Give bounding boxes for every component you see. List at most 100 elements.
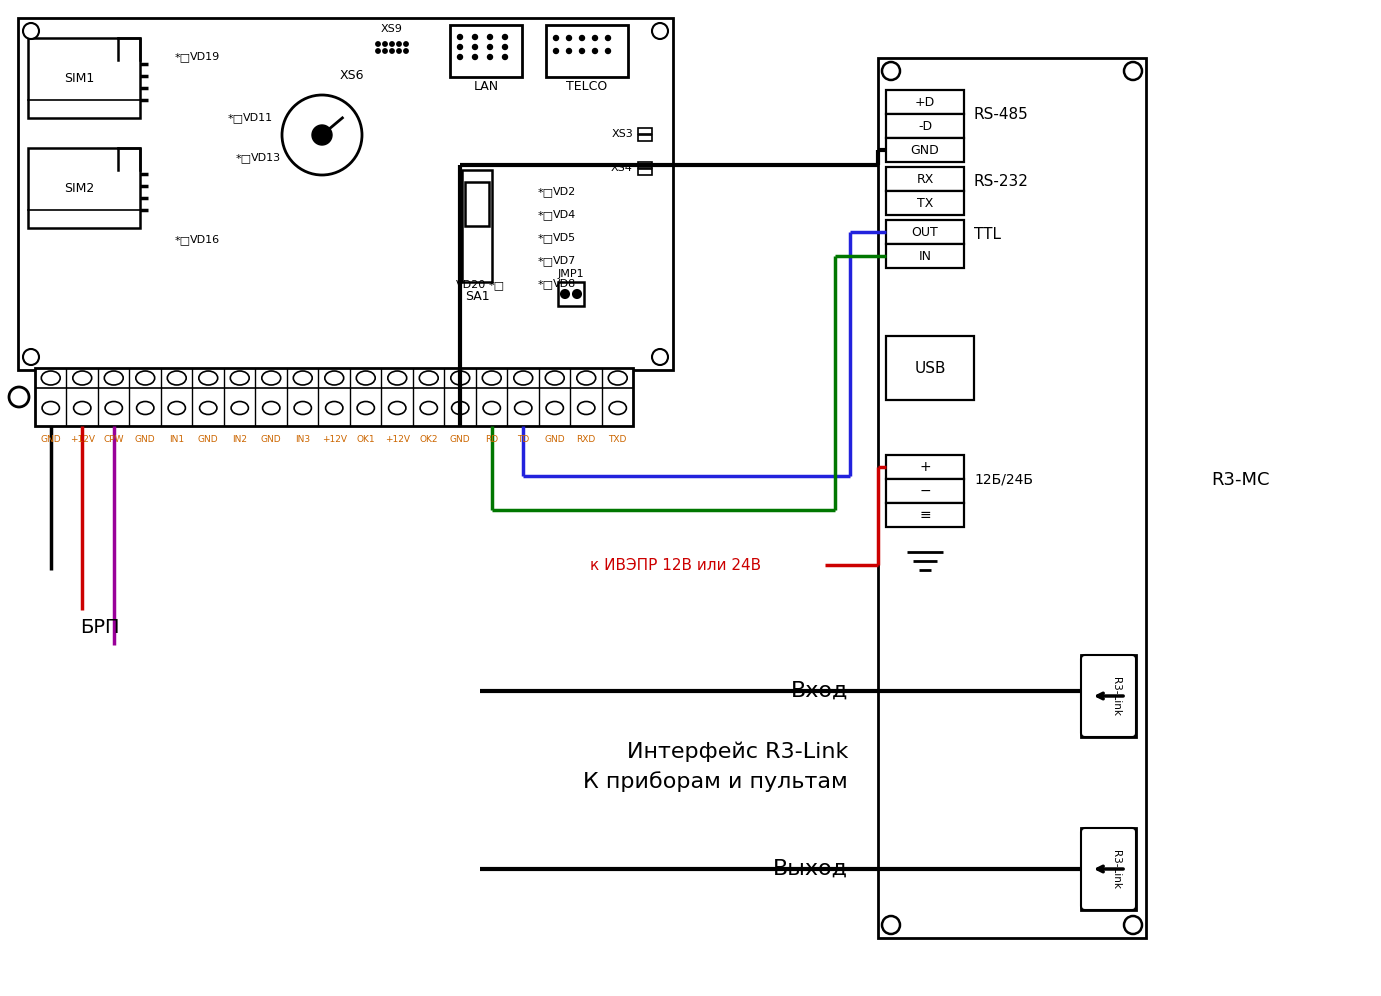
Text: +: + — [920, 460, 931, 474]
Circle shape — [403, 49, 409, 53]
Circle shape — [472, 35, 478, 40]
Text: RXD: RXD — [577, 434, 595, 443]
Circle shape — [487, 45, 493, 50]
Ellipse shape — [199, 371, 218, 385]
Circle shape — [396, 49, 402, 53]
Bar — [887, 503, 964, 527]
Text: Выход: Выход — [773, 859, 848, 879]
Text: -D: -D — [918, 120, 932, 132]
Bar — [887, 220, 964, 244]
Bar — [638, 135, 652, 141]
Circle shape — [376, 49, 380, 53]
Ellipse shape — [326, 401, 342, 414]
Ellipse shape — [262, 401, 280, 414]
Text: GND: GND — [910, 143, 939, 156]
Ellipse shape — [105, 401, 123, 414]
Circle shape — [605, 49, 610, 54]
Bar — [638, 128, 652, 134]
Text: OUT: OUT — [911, 225, 938, 238]
Ellipse shape — [388, 371, 406, 385]
Circle shape — [383, 49, 387, 53]
Text: БРП: БРП — [80, 618, 120, 637]
Text: *□: *□ — [236, 153, 253, 163]
Circle shape — [389, 42, 394, 46]
Bar — [887, 138, 964, 162]
Text: VD8: VD8 — [552, 279, 576, 289]
Bar — [878, 58, 1146, 938]
Text: Вход: Вход — [791, 681, 848, 701]
Circle shape — [580, 49, 584, 54]
Text: RS-232: RS-232 — [974, 173, 1029, 188]
Ellipse shape — [105, 371, 123, 385]
Text: VD16: VD16 — [191, 235, 220, 245]
Text: TXD: TXD — [609, 434, 627, 443]
Ellipse shape — [545, 371, 565, 385]
Text: GND: GND — [135, 434, 156, 443]
Ellipse shape — [41, 401, 59, 414]
Ellipse shape — [293, 371, 312, 385]
Text: VD2: VD2 — [552, 187, 576, 197]
Bar — [638, 169, 652, 175]
Ellipse shape — [388, 401, 406, 414]
Bar — [887, 244, 964, 268]
Text: GND: GND — [40, 434, 61, 443]
Text: OK2: OK2 — [420, 434, 438, 443]
Circle shape — [503, 55, 507, 60]
Circle shape — [503, 45, 507, 50]
Ellipse shape — [609, 401, 627, 414]
Bar — [465, 182, 489, 226]
Circle shape — [566, 49, 572, 54]
Ellipse shape — [482, 371, 501, 385]
Text: TTL: TTL — [974, 226, 1001, 241]
Text: IN: IN — [918, 250, 932, 263]
FancyBboxPatch shape — [1081, 828, 1137, 910]
Text: +12V: +12V — [385, 434, 410, 443]
Text: GND: GND — [450, 434, 471, 443]
Circle shape — [882, 916, 900, 934]
Circle shape — [1124, 62, 1142, 80]
Text: IN3: IN3 — [296, 434, 311, 443]
Circle shape — [487, 55, 493, 60]
Circle shape — [1124, 916, 1142, 934]
Text: *□: *□ — [228, 113, 244, 123]
Text: IN2: IN2 — [232, 434, 247, 443]
Bar — [1081, 828, 1137, 910]
Circle shape — [472, 55, 478, 60]
Text: Интерфейс R3-Link: Интерфейс R3-Link — [627, 742, 848, 762]
Text: +12V: +12V — [322, 434, 347, 443]
Circle shape — [376, 42, 380, 46]
Text: CPW: CPW — [104, 434, 124, 443]
Text: RX: RX — [917, 172, 934, 185]
Text: SIM1: SIM1 — [64, 72, 94, 85]
Text: К приборам и пультам: К приборам и пультам — [583, 772, 848, 793]
Text: *□: *□ — [539, 233, 554, 243]
Text: *□: *□ — [175, 52, 191, 62]
Circle shape — [457, 35, 463, 40]
Circle shape — [554, 49, 558, 54]
Circle shape — [312, 125, 331, 145]
Text: USB: USB — [914, 361, 946, 375]
Ellipse shape — [577, 401, 595, 414]
Bar — [887, 191, 964, 215]
Bar — [28, 148, 139, 228]
Ellipse shape — [420, 401, 438, 414]
Circle shape — [457, 45, 463, 50]
Ellipse shape — [356, 371, 376, 385]
Text: RD: RD — [485, 434, 499, 443]
Text: +12V: +12V — [70, 434, 95, 443]
Circle shape — [561, 290, 569, 298]
Text: TD: TD — [516, 434, 529, 443]
Bar — [887, 455, 964, 479]
Bar — [450, 25, 522, 77]
Text: *□: *□ — [539, 187, 554, 197]
Bar — [638, 162, 652, 168]
Text: R3-Link: R3-Link — [1112, 676, 1121, 715]
Ellipse shape — [73, 371, 91, 385]
Text: VD20: VD20 — [456, 280, 486, 290]
Ellipse shape — [231, 371, 249, 385]
Text: *□: *□ — [175, 235, 191, 245]
Text: GND: GND — [544, 434, 565, 443]
Ellipse shape — [325, 371, 344, 385]
Ellipse shape — [450, 371, 470, 385]
Circle shape — [605, 36, 610, 41]
